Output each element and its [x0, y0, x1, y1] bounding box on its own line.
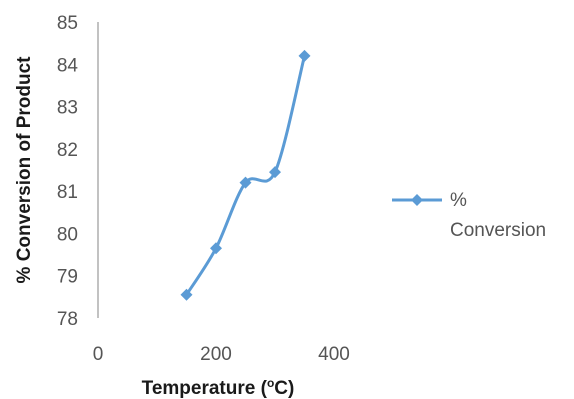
x-axis-title-text: Temperature ( [142, 378, 268, 399]
y-tick-label: 85 [57, 13, 78, 34]
legend-marker-diamond [411, 194, 423, 206]
y-tick-label: 82 [57, 140, 78, 161]
data-point-marker [239, 176, 252, 189]
y-axis-title: % Conversion of Product [14, 56, 35, 284]
x-axis-title: Temperature (oC) [142, 376, 295, 399]
x-tick-label: 200 [200, 344, 232, 365]
y-tick-label: 78 [57, 309, 78, 330]
y-tick-label: 84 [57, 55, 79, 76]
series-line [185, 55, 306, 296]
y-tick-label: 80 [57, 224, 78, 245]
x-axis-title-unit: C) [274, 378, 294, 399]
data-point-marker [180, 288, 193, 301]
y-tick-label: 79 [57, 267, 78, 288]
x-axis-title-superscript: o [267, 376, 274, 390]
data-point-marker [298, 49, 311, 62]
x-axis: 0 200 400 [93, 344, 350, 365]
legend-label-line1: % [450, 190, 467, 211]
x-tick-labels: 0 200 400 [93, 344, 350, 365]
y-axis: 78 79 80 81 82 83 84 85 [57, 13, 99, 330]
x-tick-label: 0 [93, 344, 104, 365]
x-tick-label: 400 [318, 344, 350, 365]
y-tick-label: 83 [57, 98, 78, 119]
legend-label-line2: Conversion [450, 220, 546, 241]
y-tick-labels: 78 79 80 81 82 83 84 85 [57, 13, 79, 330]
data-point-marker [210, 242, 222, 255]
y-tick-label: 81 [57, 182, 78, 203]
plot-area [180, 49, 311, 301]
data-point-marker [269, 166, 281, 179]
legend: % Conversion [392, 190, 546, 241]
